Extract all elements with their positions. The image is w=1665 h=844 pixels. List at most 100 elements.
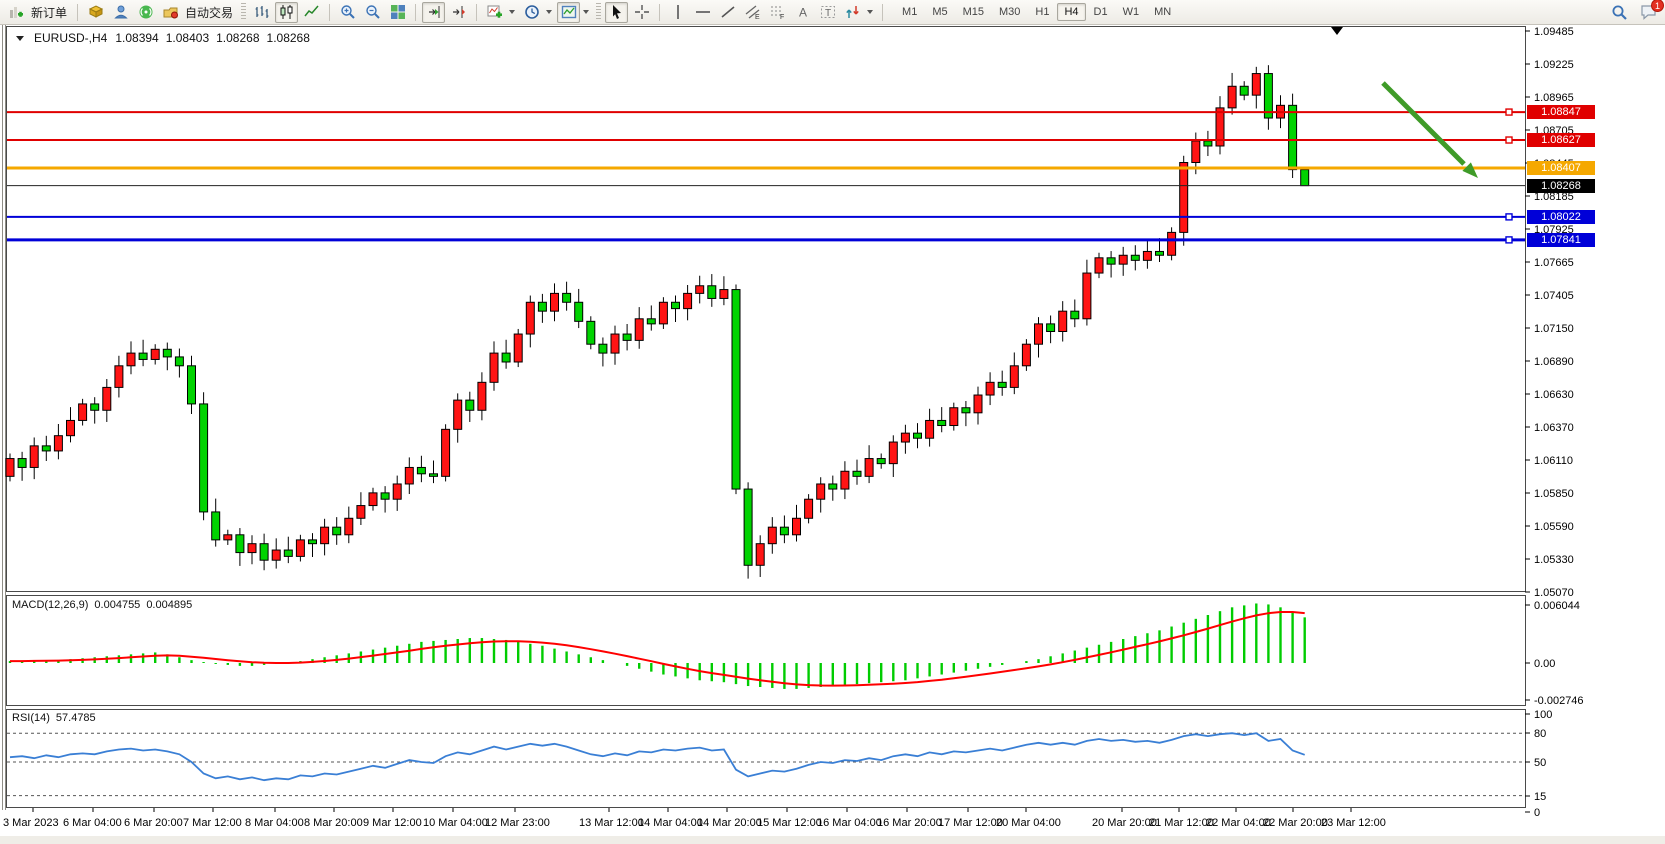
macd-tick-label: 0.00 bbox=[1534, 658, 1555, 670]
candle bbox=[985, 381, 995, 396]
chat-icon[interactable]: 1 bbox=[1637, 0, 1664, 23]
candle bbox=[41, 445, 51, 452]
text-tool-icon[interactable]: A bbox=[791, 2, 814, 23]
line-handle[interactable] bbox=[1505, 108, 1513, 116]
ohlc-high: 1.08403 bbox=[165, 31, 210, 45]
shapes-caret-icon[interactable] bbox=[867, 10, 874, 14]
time-axis-area[interactable] bbox=[0, 810, 1665, 836]
candle bbox=[804, 498, 814, 519]
macd-histogram bbox=[8, 603, 1306, 689]
line-chart-icon[interactable] bbox=[300, 2, 323, 23]
chart-shift-icon[interactable] bbox=[447, 2, 470, 23]
toolbar-separator bbox=[415, 3, 417, 21]
timeframe-M5[interactable]: M5 bbox=[932, 6, 948, 18]
rsi-tick-label: 0 bbox=[1534, 807, 1540, 819]
auto-trading-icon[interactable] bbox=[159, 2, 182, 23]
price-tick-label: 1.09225 bbox=[1534, 59, 1574, 71]
vertical-line-icon[interactable] bbox=[666, 2, 689, 23]
candle bbox=[416, 466, 426, 475]
signals-icon[interactable] bbox=[134, 2, 157, 23]
candle bbox=[29, 445, 39, 468]
timeframe-MN[interactable]: MN bbox=[1154, 6, 1172, 18]
candle bbox=[5, 458, 15, 477]
candle bbox=[719, 289, 729, 299]
candle bbox=[271, 549, 281, 561]
new-order-button[interactable]: 新订单 bbox=[31, 5, 68, 20]
line-handle[interactable] bbox=[1505, 213, 1513, 221]
template-caret-icon[interactable] bbox=[583, 10, 590, 14]
new-order-icon[interactable] bbox=[5, 2, 28, 23]
candle bbox=[586, 320, 596, 345]
price-tick-label: 1.06370 bbox=[1534, 422, 1574, 434]
time-tick-label: 14 Mar 04:00 bbox=[638, 817, 703, 829]
timeframe-H1[interactable]: H1 bbox=[1035, 6, 1050, 18]
auto-trading-button[interactable]: 自动交易 bbox=[185, 5, 234, 20]
candle bbox=[90, 403, 100, 411]
timeframe-D1[interactable]: D1 bbox=[1093, 6, 1108, 18]
line-handle[interactable] bbox=[1505, 236, 1513, 244]
timeframe-M1[interactable]: M1 bbox=[902, 6, 918, 18]
candle bbox=[453, 399, 463, 430]
candle bbox=[187, 365, 196, 405]
market-watch-icon[interactable] bbox=[84, 2, 107, 23]
tile-windows-icon[interactable] bbox=[386, 2, 409, 23]
bar-chart-icon[interactable] bbox=[250, 2, 273, 23]
timeframe-W1[interactable]: W1 bbox=[1122, 6, 1140, 18]
template-icon[interactable] bbox=[557, 1, 581, 23]
candle bbox=[1034, 323, 1043, 345]
rsi-indicator-label: RSI(14) 57.4785 bbox=[12, 712, 96, 724]
candle bbox=[441, 428, 451, 477]
line-handle[interactable] bbox=[1505, 136, 1513, 144]
time-tick-label: 8 Mar 20:00 bbox=[304, 817, 363, 829]
fibonacci-icon[interactable]: F bbox=[766, 2, 789, 23]
annotation-arrow[interactable] bbox=[1381, 81, 1466, 166]
add-indicator-icon[interactable] bbox=[483, 2, 506, 23]
navigator-icon[interactable] bbox=[109, 2, 132, 23]
label-tool-icon[interactable]: T bbox=[816, 2, 839, 23]
crosshair-icon[interactable] bbox=[630, 2, 653, 23]
candle bbox=[1094, 257, 1104, 274]
time-tick-label: 20 Mar 20:00 bbox=[1092, 817, 1157, 829]
search-icon[interactable] bbox=[1608, 2, 1631, 23]
add-indicator-caret-icon[interactable] bbox=[509, 10, 516, 14]
rsi-line bbox=[9, 732, 1306, 782]
time-tick-label: 20 Mar 04:00 bbox=[996, 817, 1061, 829]
timeframe-M15[interactable]: M15 bbox=[962, 6, 984, 18]
equidistant-channel-icon[interactable]: E bbox=[741, 2, 764, 23]
zoom-out-icon[interactable] bbox=[361, 2, 384, 23]
price-pane bbox=[6, 26, 1526, 592]
candle bbox=[937, 419, 947, 427]
period-clock-icon[interactable] bbox=[520, 2, 543, 23]
time-tick-label: 8 Mar 04:00 bbox=[245, 817, 304, 829]
candlestick-chart-icon[interactable] bbox=[275, 1, 299, 23]
horizontal-line-icon[interactable] bbox=[691, 2, 714, 23]
candle bbox=[1009, 365, 1019, 388]
trendline-icon[interactable] bbox=[716, 2, 739, 23]
timeframe-M30[interactable]: M30 bbox=[999, 6, 1021, 18]
candle bbox=[828, 483, 838, 490]
cursor-icon[interactable] bbox=[605, 1, 629, 23]
candle bbox=[562, 292, 572, 303]
time-tick-label: 9 Mar 12:00 bbox=[363, 817, 422, 829]
candle bbox=[1251, 73, 1261, 96]
zoom-in-icon[interactable] bbox=[336, 2, 359, 23]
period-caret-icon[interactable] bbox=[546, 10, 553, 14]
candle bbox=[610, 333, 620, 354]
price-label-1.07841: 1.07841 bbox=[1527, 232, 1595, 247]
time-tick-label: 7 Mar 12:00 bbox=[183, 817, 242, 829]
candle bbox=[1082, 272, 1092, 320]
chart-dropdown-icon[interactable] bbox=[16, 35, 24, 41]
chart-title: EURUSD-,H4 1.08394 1.08403 1.08268 1.082… bbox=[16, 31, 310, 45]
time-tick-label: 16 Mar 04:00 bbox=[817, 817, 882, 829]
candle bbox=[1227, 85, 1237, 109]
candle bbox=[683, 292, 693, 310]
annotation-arrow-head[interactable] bbox=[1462, 162, 1478, 178]
rsi-value: 57.4785 bbox=[55, 712, 96, 724]
candle bbox=[622, 333, 632, 341]
auto-scroll-icon[interactable] bbox=[422, 1, 446, 23]
text-letter: A bbox=[799, 6, 807, 20]
candle bbox=[368, 492, 378, 507]
shapes-arrows-icon[interactable] bbox=[841, 2, 864, 23]
timeframe-H4[interactable]: H4 bbox=[1057, 3, 1086, 21]
candle bbox=[1058, 310, 1068, 332]
